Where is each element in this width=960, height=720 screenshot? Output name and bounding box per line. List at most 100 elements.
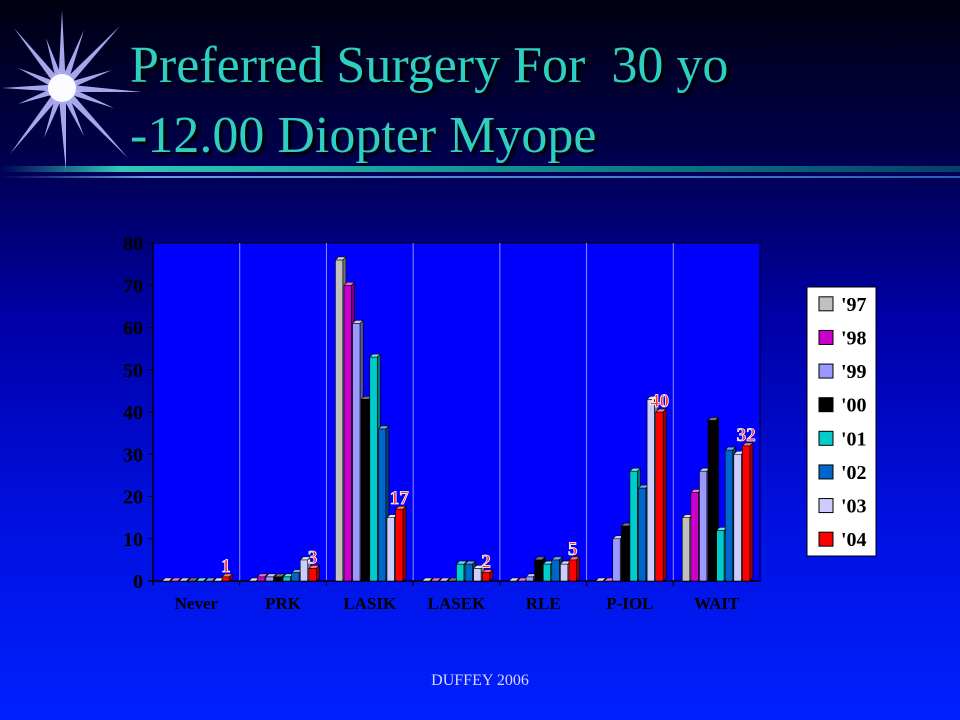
x-tick-label: PRK bbox=[265, 594, 302, 613]
bar-front bbox=[707, 420, 716, 582]
legend-swatch bbox=[818, 464, 834, 480]
bar bbox=[438, 577, 451, 582]
bar-front bbox=[257, 576, 266, 582]
bar-side bbox=[438, 577, 442, 582]
bar bbox=[481, 568, 494, 582]
starburst-icon bbox=[2, 10, 143, 172]
bar-side bbox=[402, 505, 407, 582]
bar bbox=[594, 577, 607, 582]
y-tick-label: 80 bbox=[123, 233, 143, 255]
bar bbox=[187, 577, 199, 582]
title-divider bbox=[0, 166, 960, 172]
legend-swatch bbox=[818, 363, 834, 379]
bar-front bbox=[681, 517, 691, 582]
bar bbox=[195, 577, 208, 582]
bar-front bbox=[274, 576, 283, 582]
bar-front bbox=[525, 576, 534, 582]
x-tick-label: Never bbox=[175, 594, 219, 613]
data-label: 1 bbox=[221, 556, 231, 577]
starburst-ray-14 bbox=[14, 28, 66, 91]
bar-side bbox=[489, 568, 494, 582]
bar-front bbox=[343, 284, 352, 582]
legend-label: '03 bbox=[841, 496, 867, 518]
bar-front bbox=[221, 576, 230, 582]
legend-swatch bbox=[818, 329, 834, 345]
bar-side bbox=[749, 442, 754, 582]
data-label: 17 bbox=[390, 488, 410, 509]
starburst-core bbox=[48, 74, 76, 102]
y-tick-label: 50 bbox=[123, 360, 143, 382]
data-label: 3 bbox=[308, 547, 318, 568]
slide-title-line-2: -12.00 Diopter Myope bbox=[130, 107, 597, 164]
plot-area bbox=[152, 242, 761, 582]
bar bbox=[603, 577, 616, 582]
data-label: 40 bbox=[650, 391, 669, 412]
bar-side bbox=[316, 564, 320, 582]
legend-label: '00 bbox=[841, 395, 867, 417]
bar bbox=[654, 408, 667, 582]
bar-front bbox=[335, 259, 344, 582]
bar-front bbox=[690, 491, 699, 582]
bar-front bbox=[551, 559, 560, 582]
data-label: 32 bbox=[737, 425, 756, 446]
bar-front bbox=[481, 572, 491, 582]
bar-front bbox=[612, 538, 621, 582]
bar-front bbox=[638, 487, 647, 582]
bar-side bbox=[186, 577, 190, 582]
bar-side bbox=[576, 556, 580, 582]
bar-front bbox=[733, 453, 742, 582]
bar bbox=[169, 577, 182, 582]
bar-front bbox=[655, 411, 664, 582]
legend-label: '99 bbox=[841, 361, 867, 383]
data-label: 5 bbox=[568, 539, 578, 560]
bar-side bbox=[195, 577, 199, 582]
bar-front bbox=[308, 568, 317, 582]
legend-label: '02 bbox=[841, 462, 867, 484]
bar bbox=[568, 556, 581, 582]
bar bbox=[178, 577, 191, 582]
y-tick-label: 0 bbox=[133, 571, 143, 593]
data-label: 2 bbox=[481, 552, 491, 573]
bar-side bbox=[212, 577, 216, 582]
bar-front bbox=[629, 470, 638, 582]
starburst-ray-10 bbox=[10, 85, 66, 154]
y-tick-label: 70 bbox=[123, 275, 143, 297]
y-tick-label: 40 bbox=[123, 402, 143, 424]
title-divider-shadow bbox=[0, 176, 960, 178]
legend-swatch bbox=[818, 430, 834, 446]
bar-front bbox=[742, 445, 751, 582]
legend-swatch bbox=[818, 531, 834, 547]
bar-front bbox=[473, 568, 482, 582]
bar bbox=[394, 505, 407, 582]
bar-front bbox=[621, 525, 630, 582]
bar-front bbox=[716, 529, 725, 582]
legend-label: '04 bbox=[841, 529, 867, 551]
bar-front bbox=[568, 559, 577, 582]
slide-title-line-1: Preferred Surgery For 30 yo bbox=[130, 37, 729, 94]
bar-front bbox=[456, 563, 465, 582]
bar-side bbox=[446, 577, 451, 582]
y-tick-label: 30 bbox=[123, 444, 143, 466]
x-tick-label: WAIT bbox=[694, 594, 740, 613]
bar-front bbox=[646, 399, 655, 582]
legend-label: '01 bbox=[841, 428, 867, 450]
bar-front bbox=[265, 576, 274, 582]
bar-front bbox=[699, 470, 708, 582]
legend-label: '97 bbox=[841, 294, 867, 316]
starburst-ray-2 bbox=[59, 26, 120, 91]
bar bbox=[430, 577, 442, 582]
x-tick-label: LASIK bbox=[343, 594, 397, 613]
bar bbox=[308, 564, 321, 582]
bar-side bbox=[602, 577, 607, 582]
bar-front bbox=[378, 428, 387, 582]
bar bbox=[741, 442, 754, 582]
y-tick-label: 10 bbox=[123, 529, 143, 551]
bar-side bbox=[229, 573, 233, 582]
starburst-ray-12 bbox=[2, 84, 62, 92]
bar-front bbox=[299, 559, 309, 582]
starburst-ray-6 bbox=[59, 85, 128, 158]
bar-side bbox=[177, 577, 182, 582]
bar bbox=[204, 577, 217, 582]
legend-swatch bbox=[818, 296, 834, 312]
